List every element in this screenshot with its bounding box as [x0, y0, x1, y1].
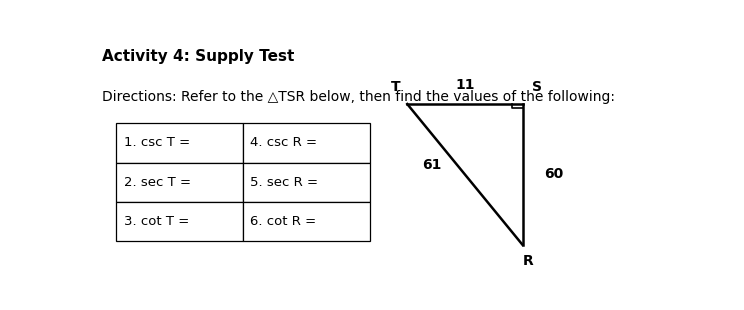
Text: Directions: Refer to the △TSR below, then find the values of the following:: Directions: Refer to the △TSR below, the…	[102, 90, 615, 104]
Text: 1. csc T =: 1. csc T =	[124, 136, 190, 149]
Bar	[116, 162, 243, 202]
Bar	[116, 123, 243, 162]
Text: 2. sec T =: 2. sec T =	[124, 176, 190, 189]
Text: 6. cot R =: 6. cot R =	[251, 215, 316, 228]
Text: 11: 11	[455, 78, 475, 92]
Text: T: T	[391, 81, 400, 95]
Text: R: R	[523, 255, 533, 268]
Text: Activity 4: Supply Test: Activity 4: Supply Test	[102, 49, 294, 64]
Text: 5. sec R =: 5. sec R =	[251, 176, 318, 189]
Bar	[243, 202, 370, 241]
Bar	[243, 162, 370, 202]
Text: 60: 60	[545, 167, 564, 181]
Text: S: S	[532, 81, 542, 95]
Bar	[243, 123, 370, 162]
Bar	[116, 202, 243, 241]
Text: 4. csc R =: 4. csc R =	[251, 136, 318, 149]
Text: 3. cot T =: 3. cot T =	[124, 215, 189, 228]
Text: 61: 61	[423, 158, 442, 172]
